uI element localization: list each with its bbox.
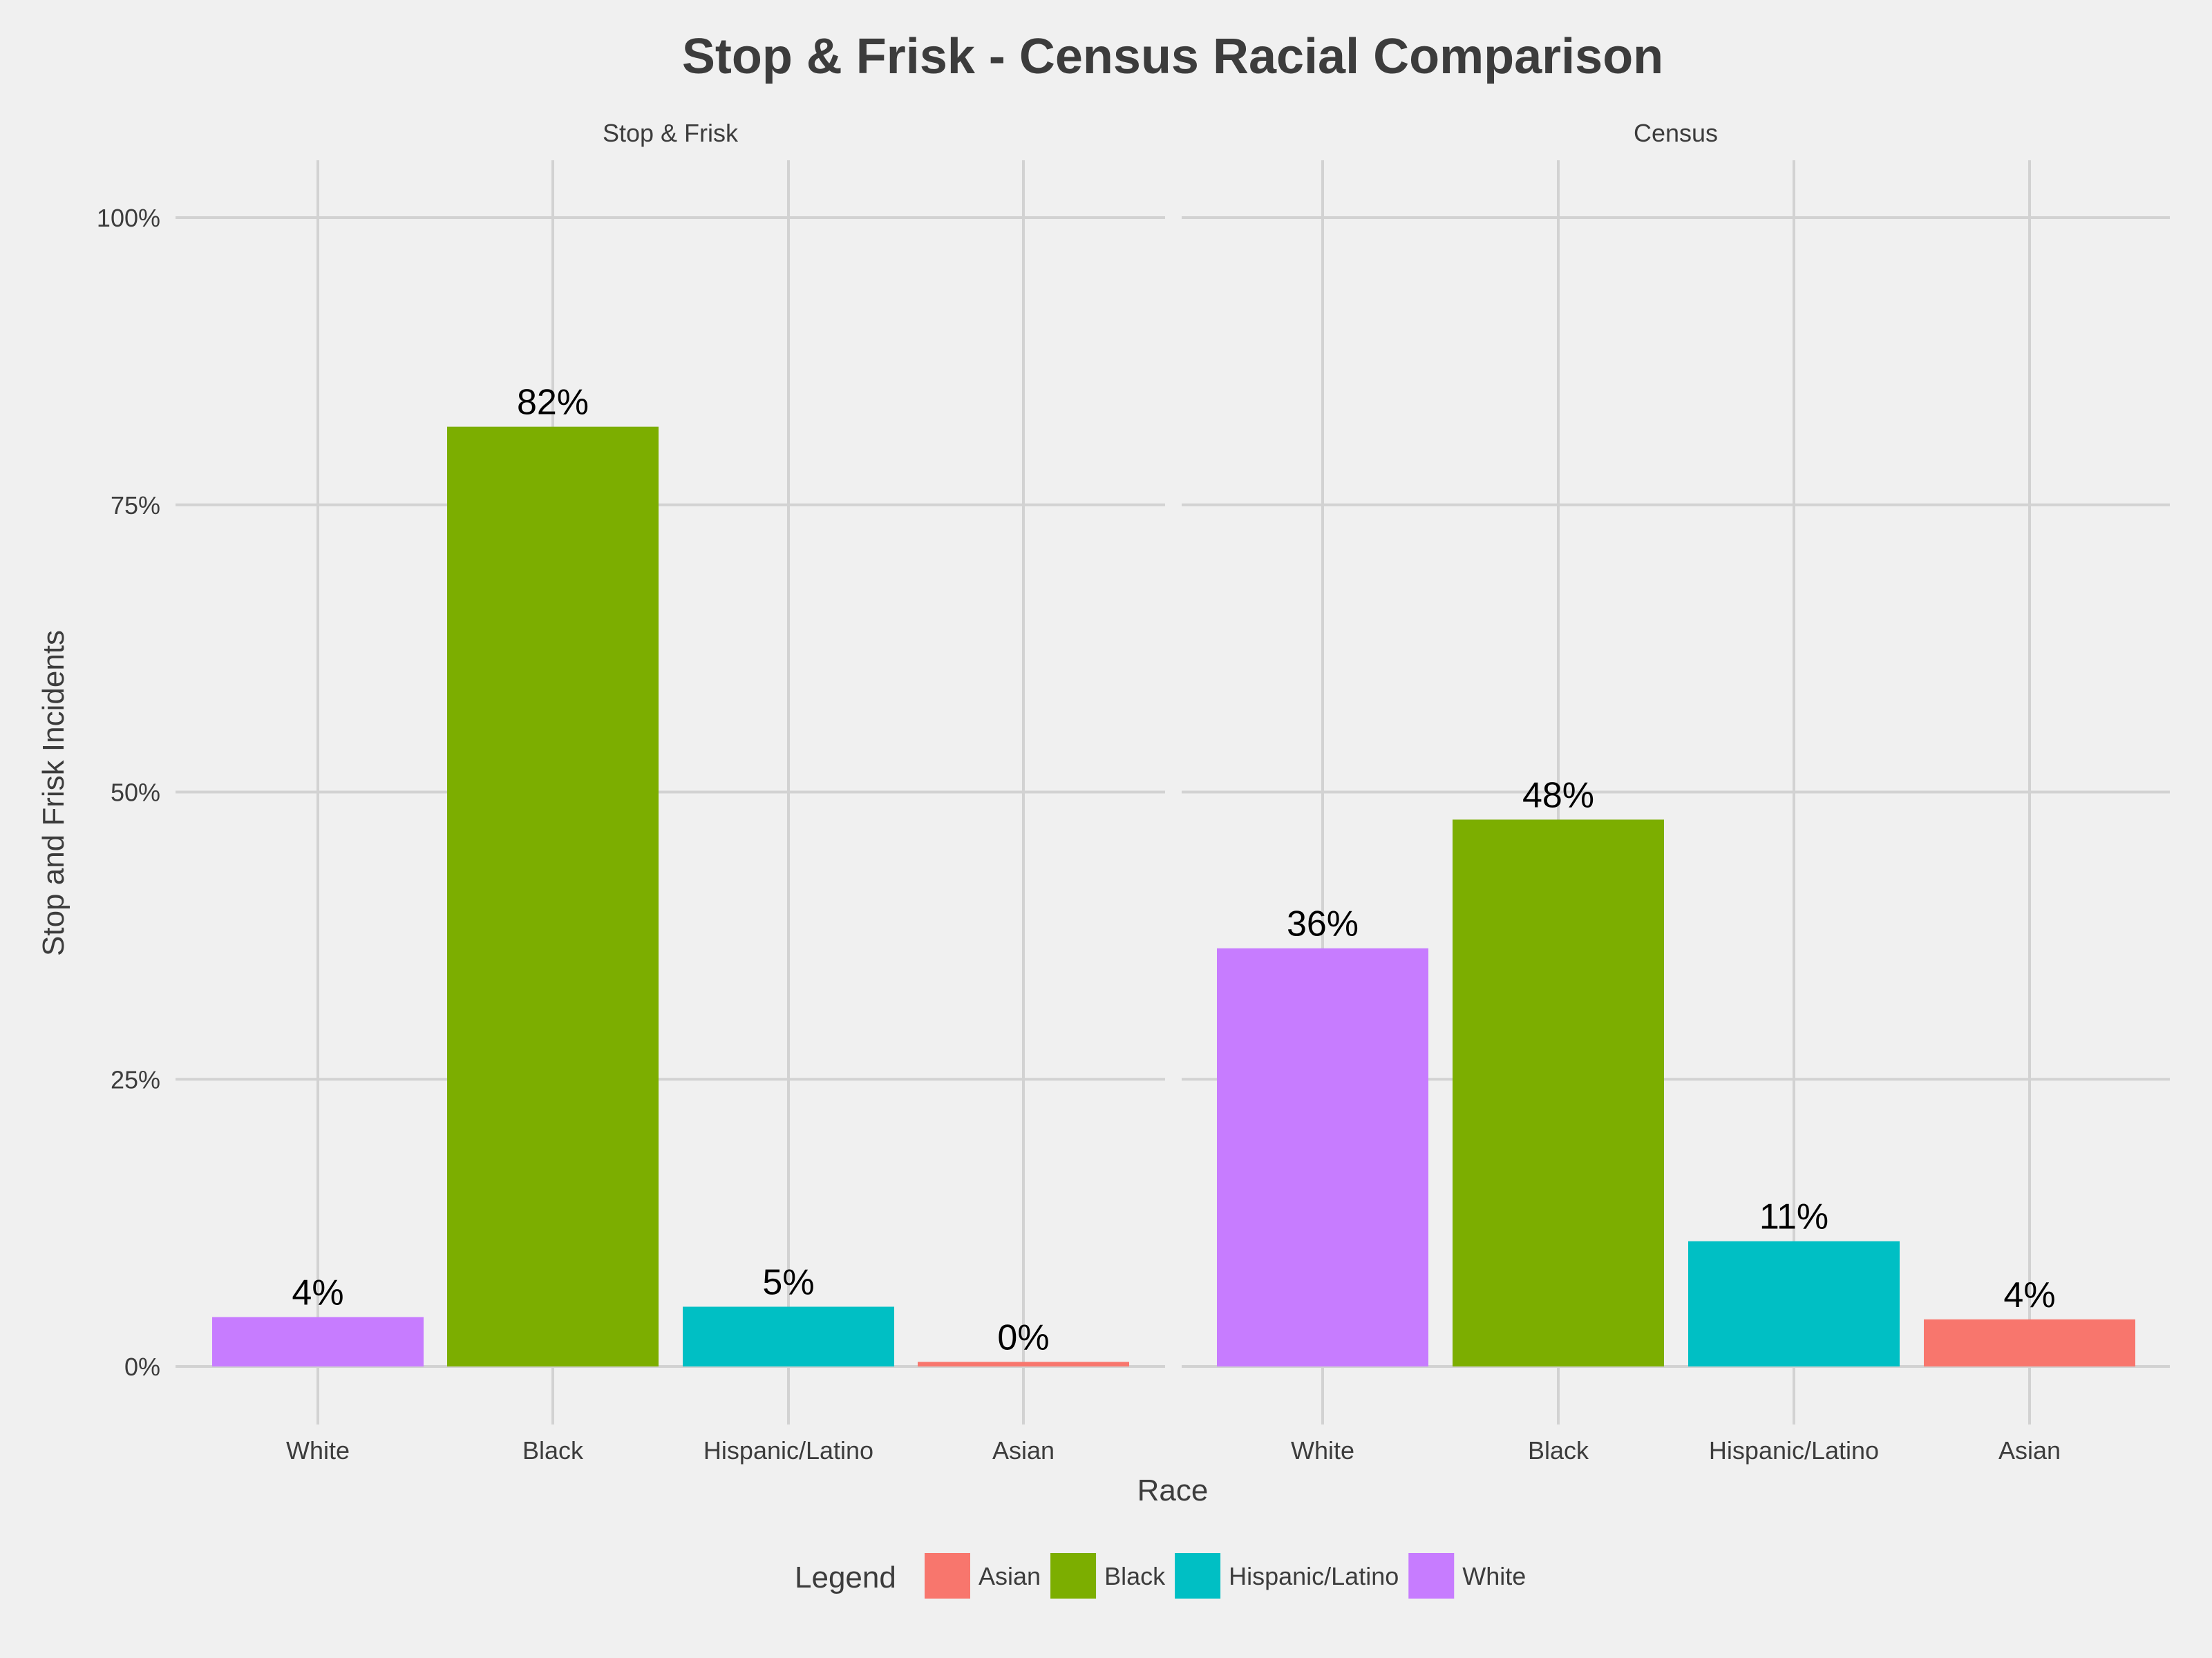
data-label: 48% xyxy=(1522,775,1594,815)
x-tick-label: Asian xyxy=(1998,1436,2061,1465)
data-label: 4% xyxy=(292,1273,343,1313)
y-tick-label: 25% xyxy=(111,1065,160,1094)
panel-1: Census 36% White 48% Black 11% Hispanic/Latino… xyxy=(1182,119,2170,1465)
data-label: 11% xyxy=(1759,1197,1828,1237)
x-tick-label: Hispanic/Latino xyxy=(703,1436,873,1465)
x-axis-title: Race xyxy=(1137,1474,1209,1507)
x-tick-label: White xyxy=(286,1436,350,1465)
data-label: 5% xyxy=(762,1263,814,1303)
data-label: 36% xyxy=(1287,904,1359,944)
panel-0: Stop & Frisk 4% White 82% Black 5% Hispanic/La… xyxy=(176,119,1165,1465)
y-tick-label: 0% xyxy=(124,1353,160,1381)
y-axis: 0% 25% 50% 75% 100% xyxy=(97,204,160,1381)
legend-label: White xyxy=(1462,1562,1526,1590)
y-axis-title: Stop and Frisk Incidents xyxy=(37,630,70,956)
bar-hispanic-latino xyxy=(1688,1241,1900,1366)
panel-strip-label: Census xyxy=(1634,119,1718,147)
legend: Legend Asian Black Hispanic/Latino White xyxy=(795,1553,1526,1599)
x-tick-label: Black xyxy=(522,1436,584,1465)
x-tick-label: Hispanic/Latino xyxy=(1709,1436,1879,1465)
data-label: 0% xyxy=(997,1317,1049,1357)
bar-white xyxy=(212,1317,424,1366)
legend-swatch xyxy=(1175,1553,1221,1599)
legend-label: Hispanic/Latino xyxy=(1229,1562,1399,1590)
x-tick-label: Black xyxy=(1528,1436,1589,1465)
legend-swatch xyxy=(1408,1553,1455,1599)
legend-swatch xyxy=(925,1553,970,1599)
x-tick-label: White xyxy=(1291,1436,1354,1465)
x-tick-label: Asian xyxy=(992,1436,1055,1465)
data-label: 82% xyxy=(517,383,589,423)
y-tick-label: 100% xyxy=(97,204,160,232)
bar-asian xyxy=(1924,1319,2135,1366)
legend-label: Black xyxy=(1104,1562,1166,1590)
bar-asian xyxy=(918,1362,1129,1366)
bar-black xyxy=(447,426,659,1366)
data-label: 4% xyxy=(2003,1275,2055,1315)
legend-label: Asian xyxy=(979,1562,1041,1590)
legend-swatch xyxy=(1050,1553,1097,1599)
panel-strip-label: Stop & Frisk xyxy=(603,119,739,147)
bar-hispanic-latino xyxy=(683,1306,894,1366)
panels: Stop & Frisk 4% White 82% Black 5% Hispanic/La… xyxy=(176,119,2170,1465)
y-tick-label: 75% xyxy=(111,491,160,520)
bar-white xyxy=(1217,948,1428,1366)
y-tick-label: 50% xyxy=(111,779,160,807)
legend-title: Legend xyxy=(795,1561,896,1594)
bar-black xyxy=(1453,819,1664,1366)
chart-title: Stop & Frisk - Census Racial Comparison xyxy=(682,29,1663,84)
